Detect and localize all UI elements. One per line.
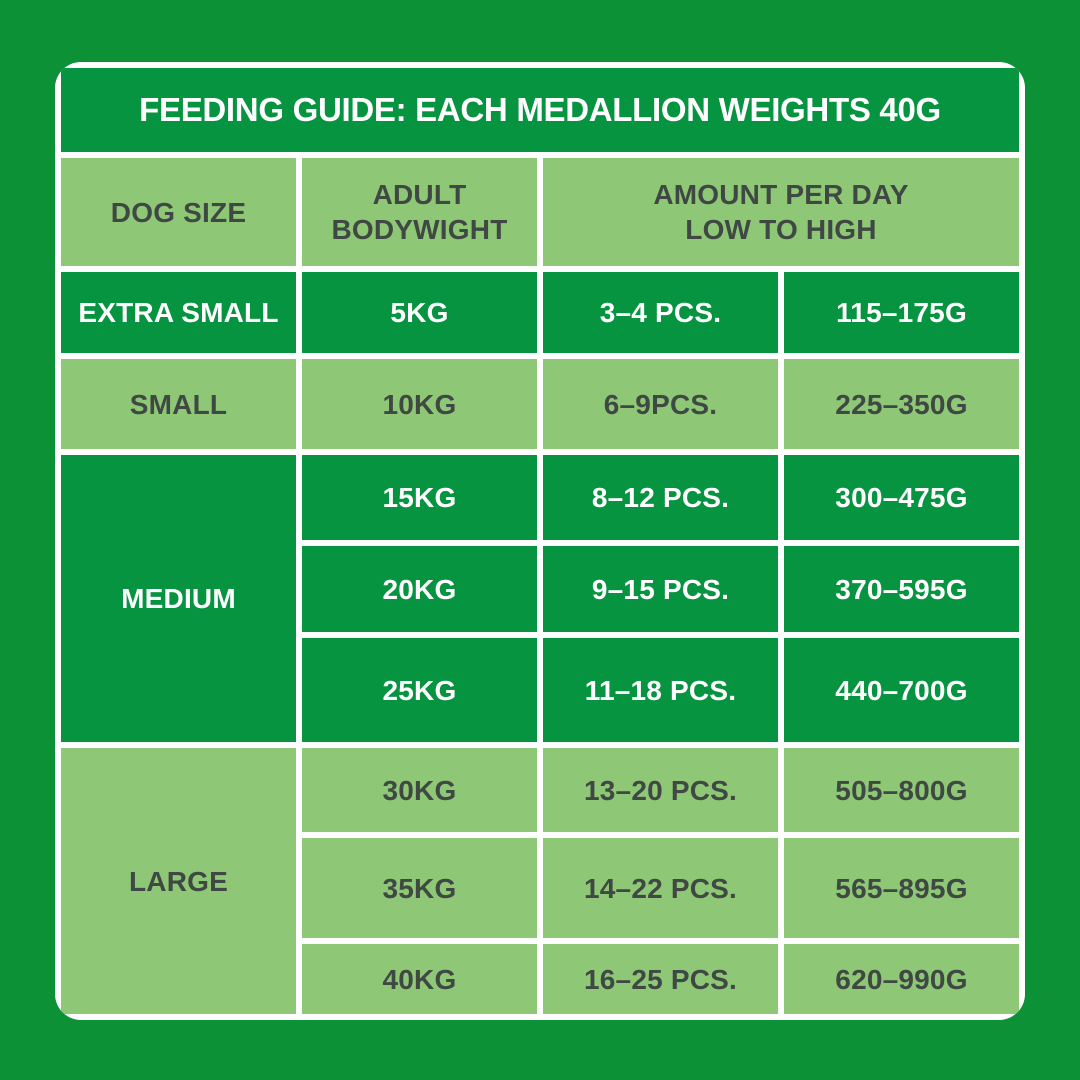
grams-cell: 620–990G [784,944,1019,1014]
grams-cell: 505–800G [784,748,1019,832]
pieces-cell: 6–9PCS. [543,359,778,449]
grams-cell: 440–700G [784,638,1019,742]
header-adult-line1: ADULT [372,179,467,210]
pieces-cell: 11–18 PCS. [543,638,778,742]
pieces-cell: 3–4 PCS. [543,272,778,353]
weight-cell: 30KG [302,748,537,832]
header-amount-line2: LOW TO HIGH [685,214,877,245]
grams-cell: 565–895G [784,838,1019,938]
header-adult-line2: BODYWIGHT [331,214,508,245]
header-dog-size-label: DOG SIZE [110,196,247,228]
weight-cell: 15KG [302,455,537,540]
feeding-guide-table: FEEDING GUIDE: EACH MEDALLION WEIGHTS 40… [55,62,1025,1020]
grams-cell: 370–595G [784,546,1019,632]
grams-cell: 300–475G [784,455,1019,540]
header-adult-bodyweight: ADULT BODYWIGHT [302,158,537,266]
weight-cell: 5KG [302,272,537,353]
weight-cell: 40KG [302,944,537,1014]
size-label-small: SMALL [61,359,296,449]
pieces-cell: 16–25 PCS. [543,944,778,1014]
weight-cell: 20KG [302,546,537,632]
pieces-cell: 8–12 PCS. [543,455,778,540]
pieces-cell: 14–22 PCS. [543,838,778,938]
size-label-large: LARGE [61,748,296,1014]
header-amount-line1: AMOUNT PER DAY [653,179,909,210]
weight-cell: 35KG [302,838,537,938]
grams-cell: 115–175G [784,272,1019,353]
grams-cell: 225–350G [784,359,1019,449]
weight-cell: 25KG [302,638,537,742]
header-amount-per-day: AMOUNT PER DAY LOW TO HIGH [543,158,1019,266]
table-title: FEEDING GUIDE: EACH MEDALLION WEIGHTS 40… [61,68,1019,152]
pieces-cell: 13–20 PCS. [543,748,778,832]
pieces-cell: 9–15 PCS. [543,546,778,632]
header-dog-size: DOG SIZE [61,158,296,266]
weight-cell: 10KG [302,359,537,449]
size-label-extra-small: EXTRA SMALL [61,272,296,353]
size-label-medium: MEDIUM [61,455,296,742]
